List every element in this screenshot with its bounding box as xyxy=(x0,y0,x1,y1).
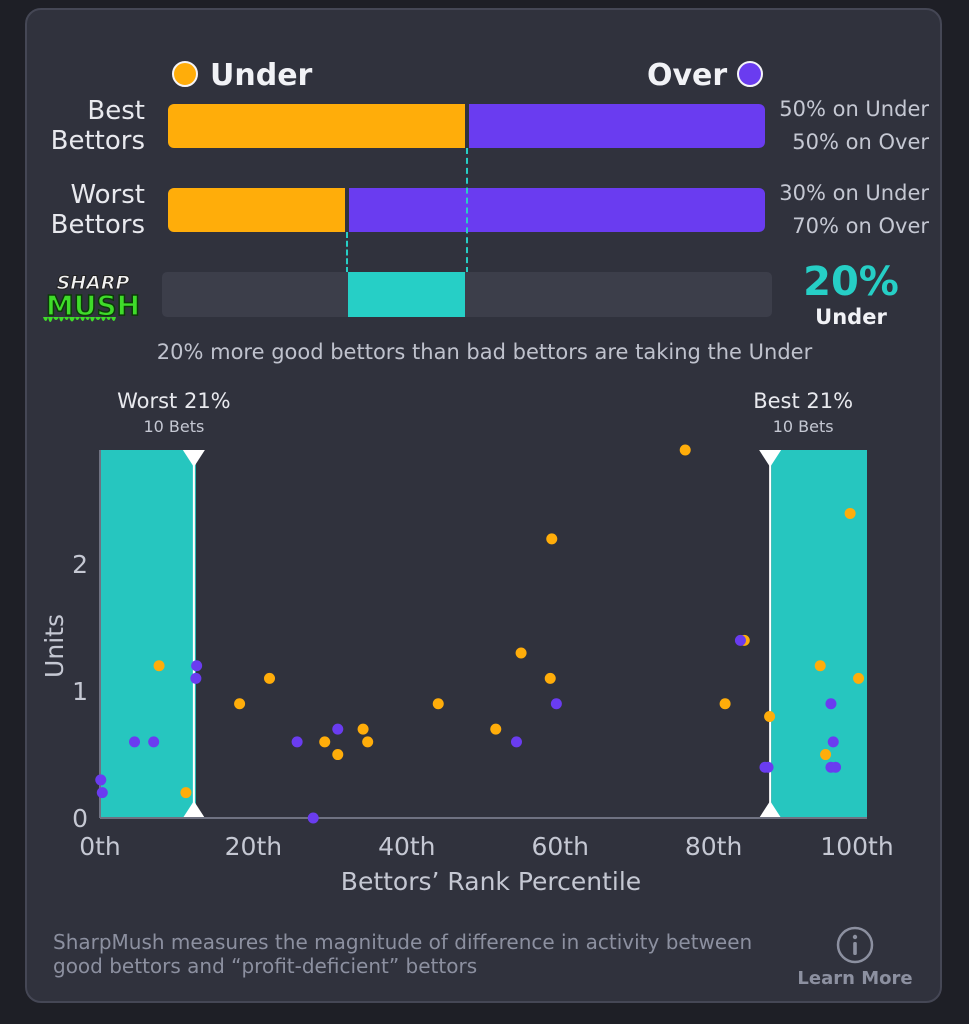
under-point xyxy=(432,698,444,710)
over-point xyxy=(762,761,774,773)
learn-more-link[interactable]: Learn More xyxy=(797,968,913,989)
best-band-top-marker xyxy=(759,450,782,467)
y-axis-label: Units xyxy=(40,614,69,678)
sharpmush-value: 20% xyxy=(803,259,899,305)
worst-under-pct: 30% on Under xyxy=(779,181,929,205)
y-tick-label: 1 xyxy=(72,677,88,706)
over-point xyxy=(825,698,837,710)
over-point xyxy=(95,774,107,786)
best-under-pct: 50% on Under xyxy=(779,97,929,121)
over-point xyxy=(827,736,839,748)
worst-bettors-label-line1: Worst xyxy=(70,180,145,210)
sharpmush-side: Under xyxy=(815,305,887,329)
best-under-segment xyxy=(168,104,465,148)
logo-drip xyxy=(43,317,116,322)
best-split-connector xyxy=(465,148,468,273)
x-tick-label: 100th xyxy=(820,832,893,861)
footer-description: SharpMush measures the magnitude of diff… xyxy=(53,930,753,978)
x-tick-label: 0th xyxy=(79,832,121,861)
over-point xyxy=(734,634,746,646)
over-point xyxy=(550,698,562,710)
under-point xyxy=(332,749,344,761)
x-tick-label: 60th xyxy=(531,832,588,861)
under-point xyxy=(764,710,776,722)
under-point xyxy=(719,698,731,710)
worst-bettors-label: Worst Bettors xyxy=(5,180,145,240)
sharpmush-difference-fill xyxy=(348,272,466,317)
over-legend-dot xyxy=(737,61,763,87)
over-legend-label: Over xyxy=(647,58,728,93)
best-band-sub: 10 Bets xyxy=(773,417,834,436)
over-point xyxy=(148,736,160,748)
best-bettors-label-line1: Best xyxy=(87,96,145,126)
x-axis-label: Bettors’ Rank Percentile xyxy=(341,867,641,896)
over-point xyxy=(129,736,141,748)
over-point xyxy=(307,812,319,824)
x-tick-label: 20th xyxy=(225,832,282,861)
worst-split-connector xyxy=(346,232,349,273)
over-point xyxy=(510,736,522,748)
logo-sharp-text: SHARP xyxy=(57,272,130,294)
under-point xyxy=(515,647,527,659)
y-tick-label: 0 xyxy=(72,804,88,833)
worst-band-sub: 10 Bets xyxy=(143,417,204,436)
over-point xyxy=(830,761,842,773)
under-point xyxy=(180,787,192,799)
over-point xyxy=(190,672,202,684)
over-point xyxy=(332,723,344,735)
worst-over-pct: 70% on Over xyxy=(792,214,929,238)
worst-band-label: Worst 21% xyxy=(117,389,231,413)
sharpmush-caption: 20% more good bettors than bad bettors a… xyxy=(156,340,813,364)
best-over-pct: 50% on Over xyxy=(792,130,929,154)
under-point xyxy=(544,672,556,684)
under-point xyxy=(319,736,331,748)
under-point xyxy=(153,660,165,672)
under-point xyxy=(234,698,246,710)
x-tick-label: 80th xyxy=(685,832,742,861)
best-band-label: Best 21% xyxy=(753,389,853,413)
best-band xyxy=(771,450,867,818)
over-point xyxy=(191,660,203,672)
under-point xyxy=(264,672,276,684)
sharpmush-logo: SHARP MUSH xyxy=(43,272,141,323)
sharpmush-track xyxy=(162,272,772,317)
worst-bettors-label-line2: Bettors xyxy=(50,210,145,240)
x-tick-label: 40th xyxy=(378,832,435,861)
under-point xyxy=(546,533,558,545)
under-point xyxy=(844,507,856,519)
under-point xyxy=(362,736,374,748)
over-point xyxy=(96,787,108,799)
best-band-bottom-marker xyxy=(759,801,782,818)
best-bettors-label-line2: Bettors xyxy=(50,126,145,156)
worst-bettors-bar xyxy=(168,188,765,232)
under-point xyxy=(853,672,865,684)
under-point xyxy=(820,749,832,761)
best-bettors-bar xyxy=(168,104,765,148)
under-point xyxy=(814,660,826,672)
worst-band-top-marker xyxy=(182,450,205,467)
best-over-segment xyxy=(468,104,765,148)
under-legend-dot xyxy=(172,61,198,87)
worst-band xyxy=(100,450,196,818)
under-legend-label: Under xyxy=(210,58,313,93)
worst-under-segment xyxy=(168,188,346,232)
info-icon[interactable] xyxy=(835,925,875,965)
under-point xyxy=(679,444,691,456)
under-point xyxy=(490,723,502,735)
worst-band-bottom-marker xyxy=(182,801,205,818)
under-point xyxy=(357,723,369,735)
best-bettors-label: Best Bettors xyxy=(5,96,145,156)
over-point xyxy=(291,736,303,748)
worst-over-segment xyxy=(349,188,765,232)
y-tick-label: 2 xyxy=(72,550,88,579)
